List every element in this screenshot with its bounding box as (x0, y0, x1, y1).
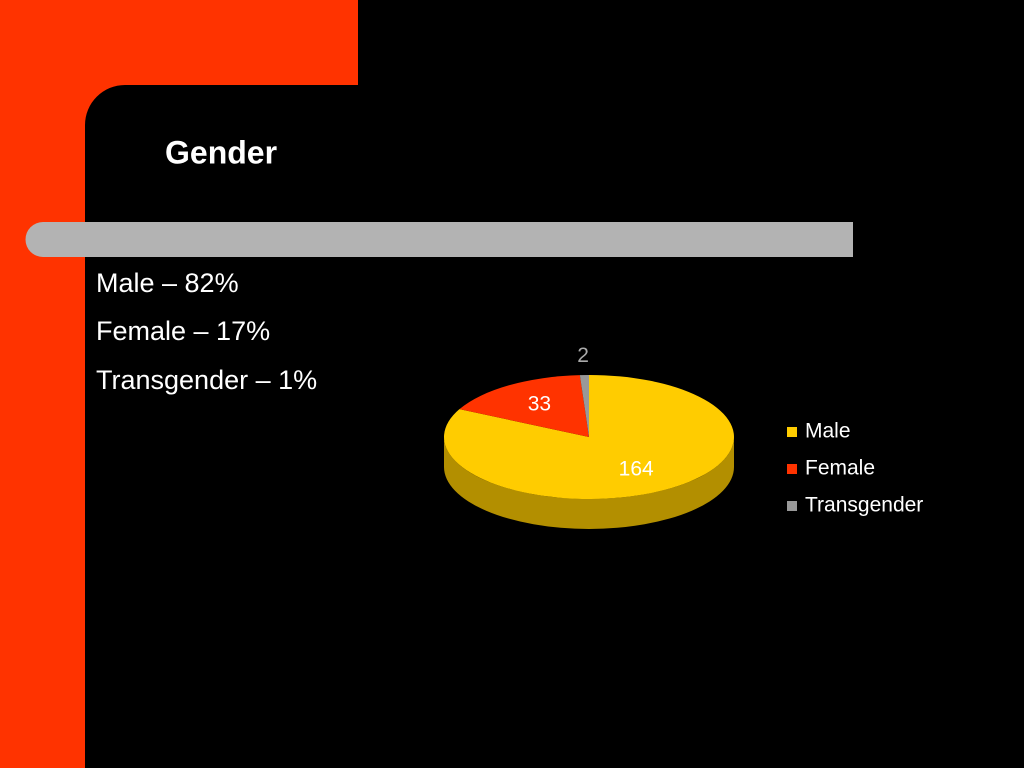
bullet: Female – 17% (96, 316, 270, 346)
pie-side (444, 437, 734, 529)
bullet: Male – 82% (96, 268, 239, 298)
value-label: 164 (619, 457, 654, 480)
legend-label: Transgender (805, 494, 923, 517)
value-label: 2 (577, 344, 589, 367)
legend-swatch (787, 427, 797, 437)
legend-label: Female (805, 457, 875, 480)
pie-slice (579, 375, 589, 437)
legend-label: Male (805, 420, 851, 443)
divider-bar (25, 222, 853, 257)
value-label: 33 (528, 392, 551, 415)
slide-title: Gender (165, 134, 277, 170)
bullet: Transgender – 1% (96, 365, 317, 395)
legend-swatch (787, 464, 797, 474)
pie-chart: 164 33 2 Male Female Transgender (444, 344, 923, 529)
pie-slice (459, 375, 589, 437)
legend-swatch (787, 501, 797, 511)
